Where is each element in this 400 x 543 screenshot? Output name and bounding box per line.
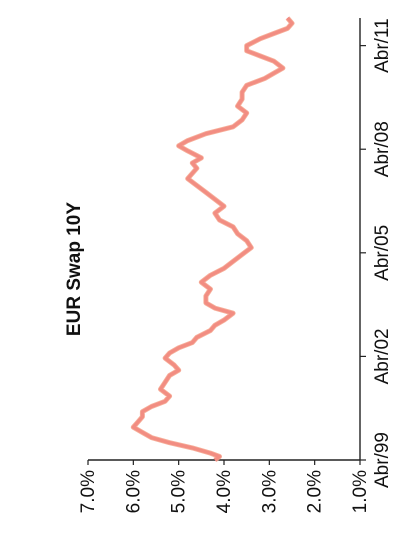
y-tick-label: 2.0%	[305, 470, 326, 513]
y-tick-label: 4.0%	[214, 470, 235, 513]
x-tick-label: Abr/02	[372, 328, 393, 384]
series-line	[130, 16, 295, 462]
y-tick-label: 3.0%	[259, 470, 280, 513]
x-tick-label: Abr/99	[372, 432, 393, 488]
x-tick-label: Abr/11	[372, 18, 393, 73]
chart-title: EUR Swap 10Y	[64, 202, 85, 336]
y-tick-label: 6.0%	[123, 470, 144, 513]
y-tick-label: 5.0%	[169, 470, 190, 513]
series-line-accent	[131, 16, 294, 462]
x-tick-label: Abr/05	[372, 225, 393, 281]
y-tick-label: 1.0%	[350, 470, 371, 513]
x-tick-label: Abr/08	[372, 121, 393, 177]
y-tick-label: 7.0%	[78, 470, 99, 513]
